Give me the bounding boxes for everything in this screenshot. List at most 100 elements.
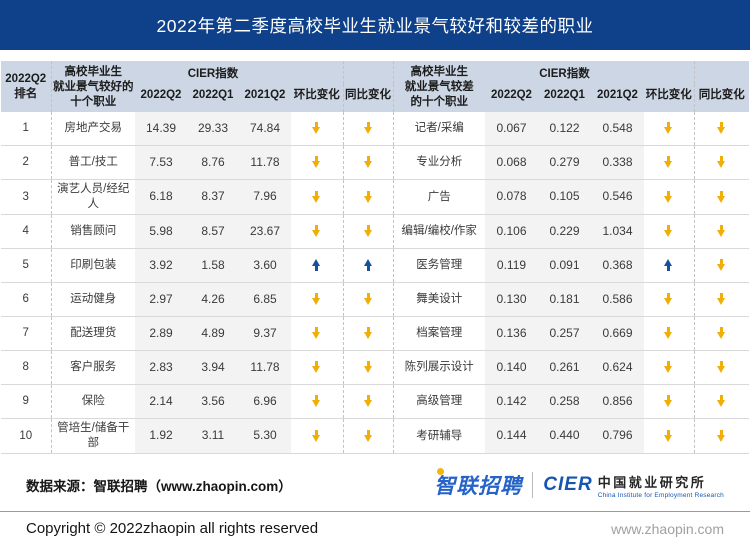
down-arrow-icon (363, 395, 373, 408)
website-text: www.zhaopin.com (611, 520, 724, 537)
good-occupation-cell: 印刷包装 (50, 248, 135, 284)
good-cier-value-cell: 29.33 (187, 111, 239, 147)
good-cier-value-cell: 11.78 (239, 350, 291, 386)
down-arrow-icon (363, 156, 373, 169)
good-cier-value-cell: 7.96 (239, 179, 291, 216)
down-arrow-icon (312, 327, 321, 340)
bad-yoy-cell (693, 316, 749, 352)
down-arrow-icon (717, 190, 726, 203)
down-arrow-icon (664, 395, 673, 408)
bad-yoy-cell (693, 248, 749, 284)
good-yoy-cell (342, 282, 393, 318)
good-cier-value-cell: 3.11 (187, 418, 239, 455)
up-arrow-icon (312, 259, 321, 272)
title-gap (0, 50, 750, 61)
bad-yoy-cell (693, 179, 749, 216)
bad-cier-value-cell: 0.136 (485, 316, 538, 352)
bad-cier-value-cell: 0.142 (485, 384, 538, 420)
bad-cier-value-cell: 0.119 (485, 248, 538, 284)
bad-mom-cell (644, 214, 694, 250)
header-q-2022q1-bad: 2022Q1 (538, 84, 591, 112)
bad-cier-value-cell: 0.257 (538, 316, 591, 352)
bad-cier-value-cell: 0.130 (485, 282, 538, 318)
down-arrow-icon (717, 429, 726, 442)
table-header: 2022Q2 排名 高校毕业生 就业景气较好的 十个职业 CIER指数 环比变化… (1, 61, 749, 112)
good-mom-cell (291, 179, 343, 216)
good-mom-cell (291, 214, 343, 250)
zhaopin-logo: 智联招聘 (434, 468, 523, 500)
bad-cier-value-cell: 0.279 (538, 145, 591, 181)
good-mom-cell (291, 248, 343, 284)
rank-cell: 8 (1, 350, 51, 386)
good-cier-value-cell: 5.98 (135, 214, 187, 250)
good-occupation-cell: 管培生/储备干部 (50, 418, 135, 455)
bad-occupation-cell: 专业分析 (392, 145, 485, 181)
good-cier-value-cell: 4.89 (187, 316, 239, 352)
header-yoy-good: 同比变化 (342, 61, 393, 112)
down-arrow-icon (717, 225, 726, 238)
page-title: 2022年第二季度高校毕业生就业景气较好和较差的职业 (156, 15, 594, 36)
header-cier-index-bad: CIER指数 (485, 61, 644, 85)
good-cier-value-cell: 74.84 (239, 111, 291, 147)
down-arrow-icon (664, 429, 673, 442)
table-row: 7 配送理货 2.89 4.89 9.37 档案管理 0.136 0.257 0.669 (1, 316, 749, 352)
table-row: 3 演艺人员/经纪人 6.18 8.37 7.96 广告 0.078 0.105 0.546 (1, 179, 749, 216)
good-cier-value-cell: 2.97 (135, 282, 187, 318)
cier-institute-name: 中国就业研究所 (597, 474, 707, 490)
bad-mom-cell (644, 145, 694, 181)
down-arrow-icon (312, 293, 321, 306)
down-arrow-icon (363, 190, 373, 203)
rank-cell: 9 (1, 384, 51, 420)
up-arrow-icon (664, 259, 673, 272)
header-rank: 2022Q2 排名 (1, 61, 51, 112)
bad-cier-value-cell: 0.796 (591, 418, 644, 455)
good-cier-value-cell: 4.26 (187, 282, 239, 318)
bad-cier-value-cell: 0.067 (485, 111, 538, 147)
bad-occupation-cell: 记者/采编 (392, 111, 485, 147)
divider-line (0, 511, 750, 513)
header-mom-good: 环比变化 (291, 61, 343, 112)
good-cier-value-cell: 11.78 (239, 145, 291, 181)
copyright-row: Copyright © 2022zhaopin all rights reser… (0, 512, 750, 537)
down-arrow-icon (363, 361, 373, 374)
table-row: 9 保险 2.14 3.56 6.96 高级管理 0.142 0.258 0.856 (1, 384, 749, 420)
rank-cell: 5 (1, 248, 51, 284)
cier-institute-tagline: China Institute for Employment Research (597, 491, 724, 499)
bad-cier-value-cell: 0.669 (591, 316, 644, 352)
good-mom-cell (291, 350, 343, 386)
cier-logo: CIER 中国就业研究所 China Institute for Employm… (543, 472, 724, 499)
rank-cell: 4 (1, 214, 51, 250)
good-cier-value-cell: 6.85 (239, 282, 291, 318)
down-arrow-icon (664, 361, 673, 374)
header-q-2021q2-bad: 2021Q2 (591, 84, 644, 112)
down-arrow-icon (312, 395, 321, 408)
header-sub-row: 2022Q2 2022Q1 2021Q2 2022Q2 2022Q1 2021Q… (1, 84, 749, 112)
zhaopin-logo-text: 智联招聘 (434, 475, 523, 499)
cier-logo-text: CIER (543, 474, 593, 496)
good-cier-value-cell: 2.89 (135, 316, 187, 352)
bad-cier-value-cell: 1.034 (591, 214, 644, 250)
down-arrow-icon (717, 361, 726, 374)
good-cier-value-cell: 3.92 (135, 248, 187, 284)
logo-divider (532, 472, 534, 499)
bad-cier-value-cell: 0.338 (591, 145, 644, 181)
good-cier-value-cell: 3.94 (187, 350, 239, 386)
good-cier-value-cell: 6.96 (239, 384, 291, 420)
good-cier-value-cell: 9.37 (239, 316, 291, 352)
good-mom-cell (291, 145, 343, 181)
good-cier-value-cell: 8.37 (187, 179, 239, 216)
down-arrow-icon (664, 190, 673, 203)
bad-yoy-cell (693, 145, 749, 181)
header-q-2021q2-good: 2021Q2 (239, 84, 291, 112)
data-source-text: 数据来源：智联招聘（www.zhaopin.com） (26, 479, 292, 495)
down-arrow-icon (363, 327, 373, 340)
bad-occupation-cell: 考研辅导 (392, 418, 485, 455)
rank-cell: 2 (1, 145, 51, 181)
bad-cier-value-cell: 0.106 (485, 214, 538, 250)
bad-occupation-cell: 医务管理 (392, 248, 485, 284)
down-arrow-icon (717, 395, 726, 408)
bad-cier-value-cell: 0.586 (591, 282, 644, 318)
good-mom-cell (291, 111, 343, 147)
down-arrow-icon (312, 429, 321, 442)
bad-cier-value-cell: 0.440 (538, 418, 591, 455)
